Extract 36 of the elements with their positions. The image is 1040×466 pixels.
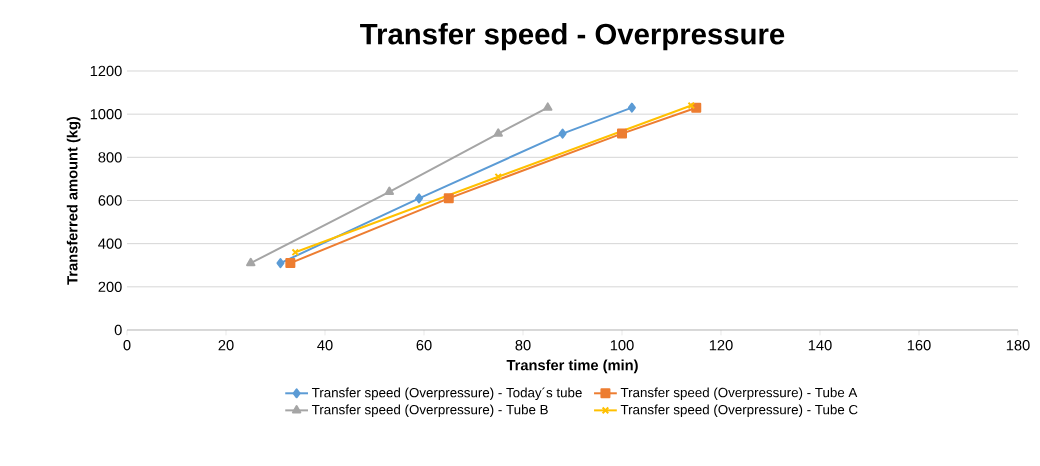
y-axis-title: Transferred amount (kg) [66,116,81,285]
x-tick-label: 160 [907,340,931,351]
x-tick-label: 140 [808,340,832,351]
point [627,102,636,113]
x-tick-label: 20 [218,340,234,351]
x-tick-label: 80 [515,340,531,351]
point [443,193,454,204]
point [415,193,424,204]
legend-label: Transfer speed (Overpressure) - Tube B [311,404,548,417]
legend-label: Transfer speed (Overpressure) - Tube C [620,404,858,417]
y-tick-label: 1000 [90,108,122,120]
point [543,102,553,111]
point [285,258,296,269]
x-tick-label: 120 [709,340,733,351]
point [558,128,567,139]
point [276,258,285,269]
x-tick-label: 100 [610,340,634,351]
legend-label: Transfer speed (Overpressure) - Today´s tube [311,387,582,400]
point [617,128,627,139]
point [687,101,696,110]
y-tick-label: 800 [98,152,122,163]
y-tick-label: 400 [98,238,122,249]
point [493,128,503,137]
y-tick-label: 0 [114,324,122,336]
y-tick-label: 1200 [90,65,122,77]
x-axis-title: Transfer time (min) [506,359,638,374]
x-tick-label: 40 [317,340,333,351]
x-tick-label: 0 [123,340,131,351]
chart-title: Transfer speed - Overpressure [360,22,785,51]
y-tick-label: 200 [98,281,122,293]
x-tick-label: 60 [416,340,432,351]
point [246,257,256,267]
y-tick-label: 600 [98,195,122,206]
legend-label: Transfer speed (Overpressure) - Tube A [620,387,858,400]
x-tick-label: 180 [1006,340,1030,351]
point [384,186,395,195]
